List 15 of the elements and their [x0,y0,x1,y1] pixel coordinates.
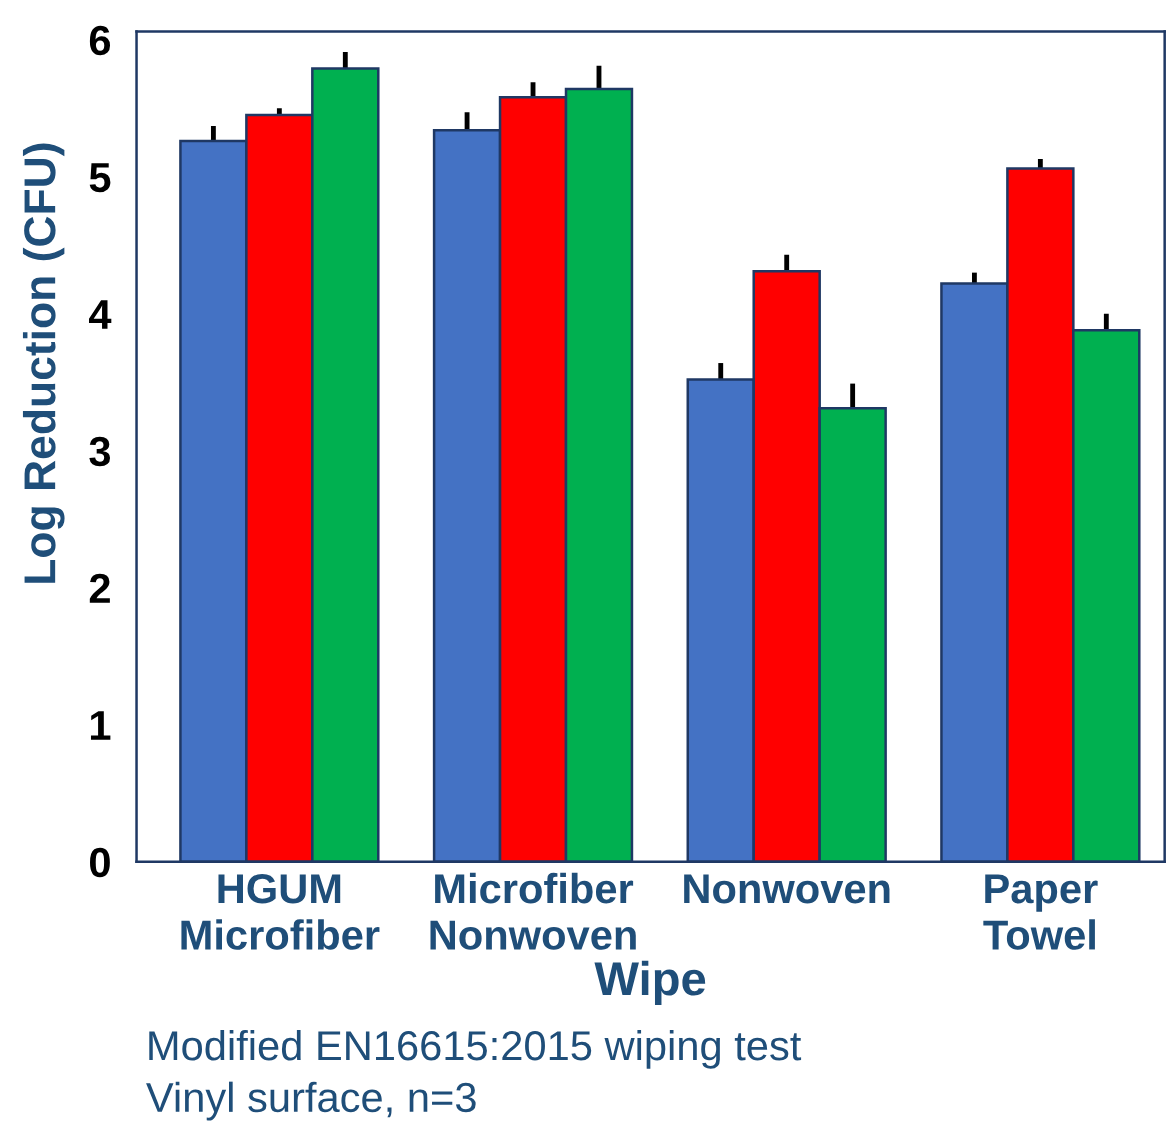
text: Modified EN16615:2015 wiping test [149,1029,802,1069]
x-tick-label: Paper Towel [983,874,1098,950]
x-tick-label: Nonwoven [684,874,890,904]
y-axis-title: Log Reduction (CFU) [22,143,65,583]
text: Vinyl surface, n=3 [146,1081,476,1121]
y-tick-label: 6 [89,25,111,56]
y-tick-label: 5 [89,163,111,193]
y-tick-label: 4 [89,300,112,329]
x-tick-label: Microfiber Nonwoven [430,872,636,950]
y-tick-label: 2 [89,573,110,603]
y-tick-label: 3 [89,436,111,467]
x-tick-label: HGUM Microfiber [181,873,380,950]
x-axis-title: Wipe [594,960,706,1005]
y-tick-label: 1 [90,711,111,740]
y-tick-label: 0 [90,847,110,878]
